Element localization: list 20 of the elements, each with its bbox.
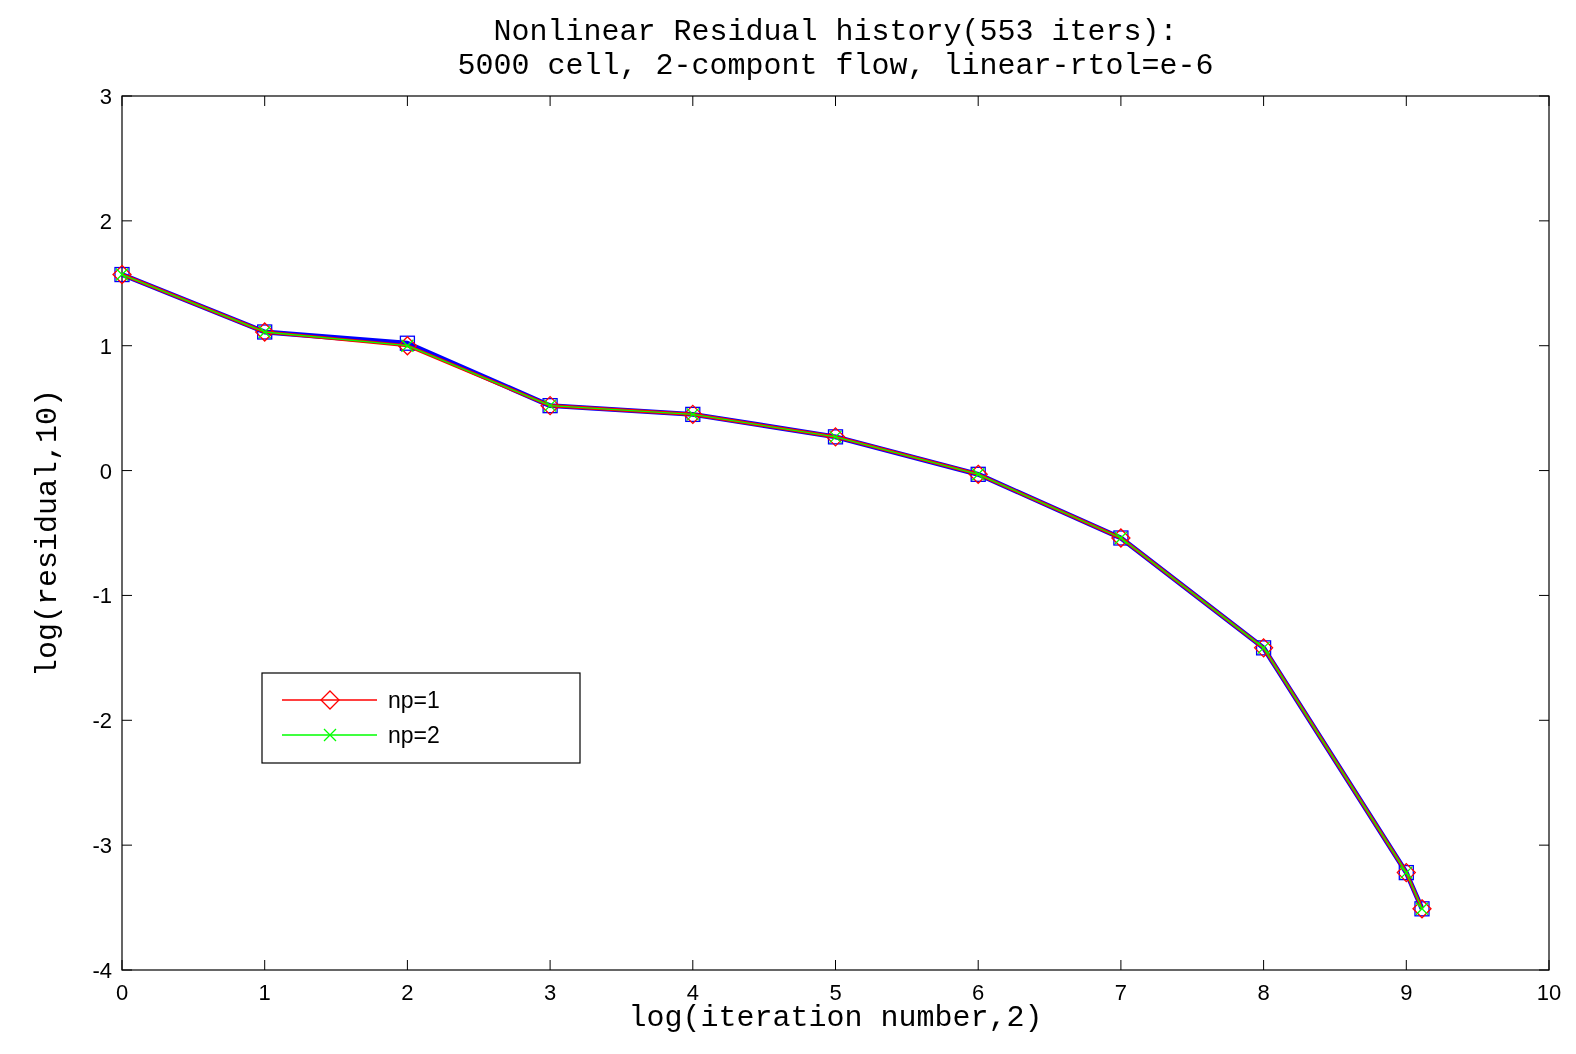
y-tick-label: -2: [92, 708, 112, 734]
chart-title: Nonlinear Residual history(553 iters): 5000 cell, 2-compont flow, linear-rtol=e-6: [457, 15, 1214, 83]
y-tick-label: 0: [99, 458, 112, 484]
x-tick-label: 9: [1400, 980, 1413, 1005]
x-tick-label: 7: [1114, 980, 1128, 1005]
legend-label: np=1: [388, 687, 440, 713]
x-tick-label: 3: [543, 980, 557, 1005]
x-tick-label: 10: [1536, 980, 1562, 1005]
y-tick-label: -4: [92, 958, 112, 983]
x-tick-label: 0: [115, 980, 129, 1005]
y-tick-label: -3: [92, 833, 112, 859]
y-tick-label: 3: [99, 84, 112, 109]
x-tick-label: 8: [1257, 980, 1270, 1005]
y-tick-label: 2: [99, 208, 112, 234]
x-tick-label: 2: [401, 980, 414, 1005]
legend-label: np=2: [388, 722, 440, 748]
y-tick-label: -1: [92, 583, 112, 609]
y-tick-label: 1: [99, 333, 112, 359]
y-axis-title: log(residual,10): [31, 388, 65, 678]
x-tick-label: 1: [258, 980, 271, 1005]
